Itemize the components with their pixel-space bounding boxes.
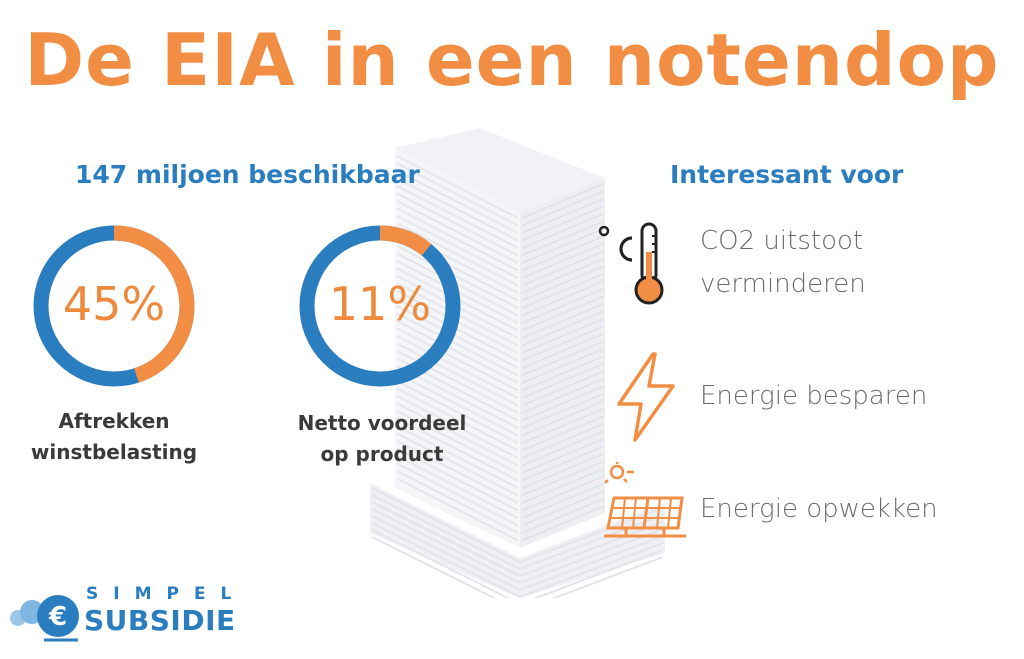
stat-label: Netto voordeel op product (268, 408, 496, 470)
solar-panel-icon (604, 462, 686, 538)
item-line1: CO2 uitstoot (700, 226, 864, 256)
interest-heading: Interessant voor (670, 160, 904, 189)
interest-item-generate-energy: Energie opwekken (700, 488, 938, 531)
lightning-icon (617, 352, 675, 442)
donut-arc (33, 225, 195, 387)
donut-chart (33, 225, 195, 387)
donut-chart (299, 225, 461, 387)
available-budget-heading: 147 miljoen beschikbaar (75, 160, 420, 189)
euro-cloud-icon: € (10, 595, 79, 642)
simpel-subsidie-logo: € SIMPEL SUBSIDIE (10, 584, 235, 648)
stat-donut-2: 11% (299, 225, 461, 387)
item-line1: Energie opwekken (700, 494, 938, 524)
interest-item-co2: CO2 uitstoot verminderen (700, 220, 866, 306)
stat-value: 45% (62, 277, 166, 331)
interest-item-save-energy: Energie besparen (700, 375, 927, 418)
stat-label-line1: Netto voordeel (297, 411, 467, 435)
stat-label-line2: op product (320, 442, 444, 466)
stat-label-line2: winstbelasting (30, 440, 198, 464)
logo-text-bottom: SUBSIDIE (84, 604, 236, 637)
svg-text:€: € (48, 602, 67, 632)
item-line1: Energie besparen (700, 381, 928, 411)
stat-label: Aftrekken winstbelasting (0, 406, 228, 468)
thermometer-icon (598, 222, 664, 305)
stat-donut-1: 45% (33, 225, 195, 387)
page-title: De EIA in een notendop (24, 18, 1000, 102)
donut-arc (299, 225, 461, 387)
stat-value: 11% (328, 277, 432, 331)
logo-text-top: SIMPEL (86, 584, 247, 604)
item-line2: verminderen (700, 269, 866, 299)
stat-label-line1: Aftrekken (58, 409, 170, 433)
